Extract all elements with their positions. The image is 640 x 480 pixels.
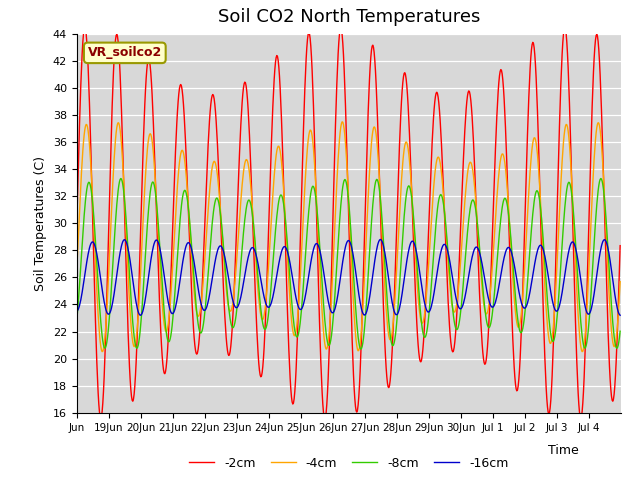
Text: VR_soilco2: VR_soilco2	[88, 47, 162, 60]
Line: -16cm: -16cm	[77, 240, 620, 315]
Legend: -2cm, -4cm, -8cm, -16cm: -2cm, -4cm, -8cm, -16cm	[184, 452, 513, 475]
Y-axis label: Soil Temperatures (C): Soil Temperatures (C)	[35, 156, 47, 291]
Line: -8cm: -8cm	[77, 179, 620, 349]
Line: -2cm: -2cm	[77, 27, 620, 419]
Line: -4cm: -4cm	[77, 122, 620, 352]
Title: Soil CO2 North Temperatures: Soil CO2 North Temperatures	[218, 9, 480, 26]
Text: Time: Time	[548, 444, 579, 456]
